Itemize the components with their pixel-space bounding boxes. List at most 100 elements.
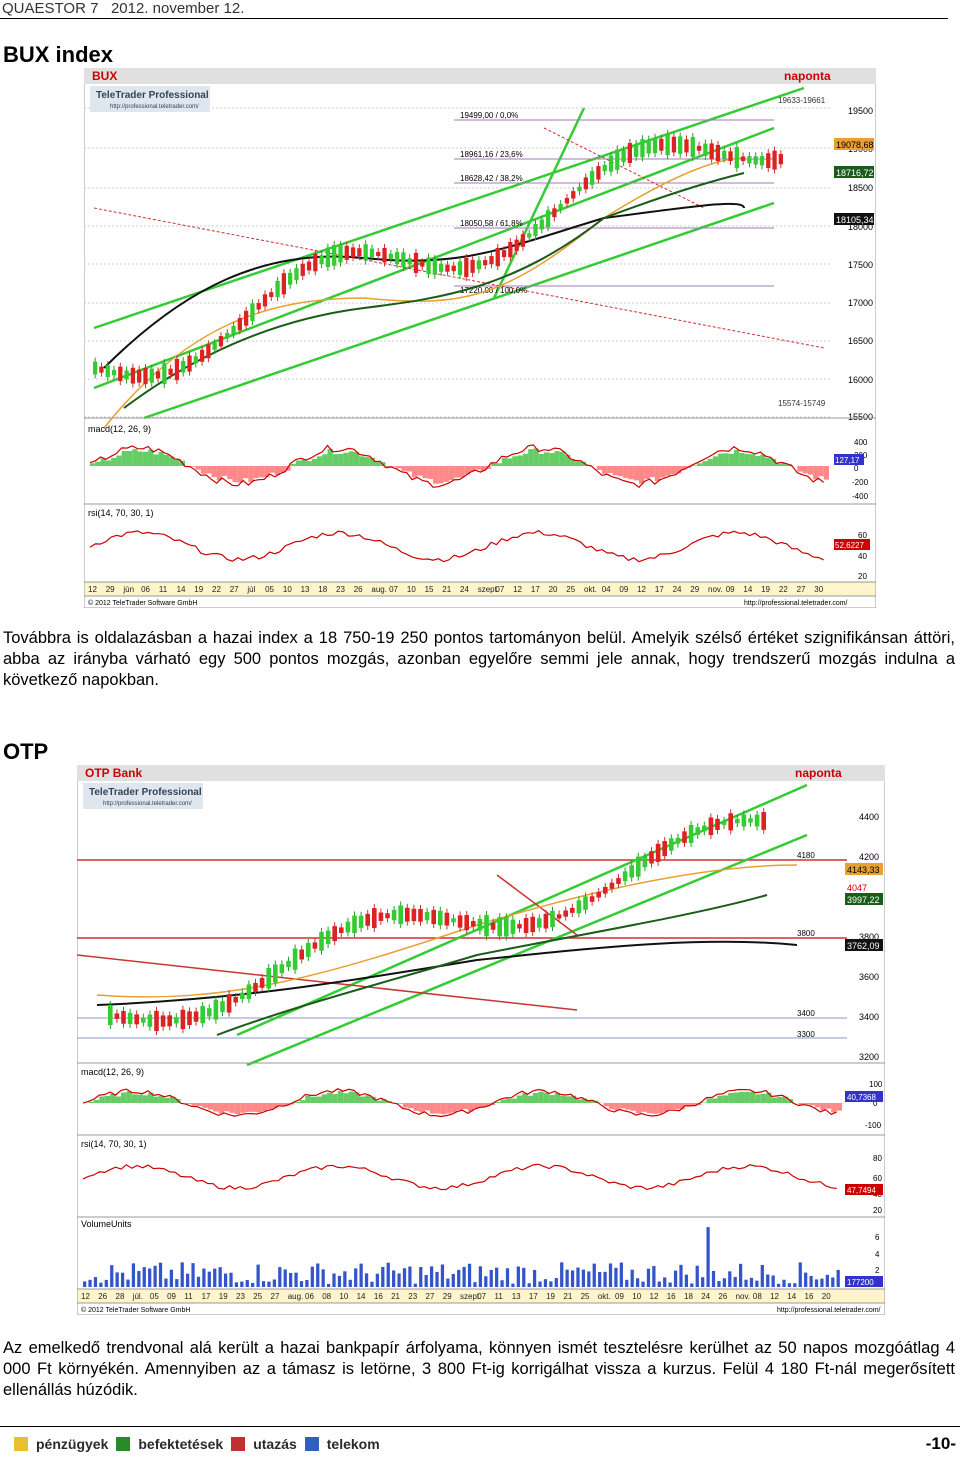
x-tick-label: 14 [357,1292,366,1301]
candle [207,1008,212,1017]
volume-bar [392,1270,396,1287]
volume-bar [240,1281,244,1287]
x-tick-label: 24 [673,585,682,594]
macd-bar [507,458,513,466]
volume-bar [619,1262,623,1287]
candle [300,263,305,276]
macd-bar [722,1095,729,1103]
volume-bar [527,1283,531,1287]
macd-bar [191,1103,197,1106]
page-header: QUAESTOR 7 2012. november 12. [2,0,244,17]
bux-brand-url: http://professional.teletrader.com/ [110,104,199,110]
bux-fib-1: 18961,16 / 23,6% [460,150,523,159]
candle [596,892,601,898]
candle [778,154,783,165]
volume-bar [755,1280,759,1287]
volume-bar [267,1281,271,1287]
macd-bar [565,454,571,466]
x-tick-label: szept. [460,1292,481,1301]
candle [608,155,614,172]
macd-bar [401,466,407,471]
volume-bar [375,1273,380,1287]
x-tick-label: 21 [391,1292,400,1301]
candle [378,912,384,921]
macd-bar [240,1103,246,1113]
volume-bar [641,1281,645,1287]
macd-bar [528,449,534,466]
bux-macd-tick: -200 [852,478,869,487]
bux-xaxis: 12 29 jún 06 11 14 19 22 27 júl 05 10 13 18 23 26 aug. 07… [88,585,824,594]
x-tick-label: aug. [371,585,387,594]
candle [401,252,406,267]
candle [728,813,733,831]
macd-bar [570,1095,577,1103]
otp-rsi-tick: 60 [873,1174,882,1183]
macd-bar [809,1103,815,1106]
volume-bar [587,1271,591,1287]
candle [266,967,271,989]
volume-bar [782,1279,786,1287]
candle [621,149,626,163]
x-tick-label: 10 [407,585,416,594]
bux-fib-3: 18050,58 / 61,8% [460,219,523,228]
volume-bar [804,1272,808,1287]
macd-bar [116,455,122,466]
candle [576,900,582,914]
candle [225,333,230,339]
macd-bar [234,1103,241,1115]
candle [603,886,608,894]
candle [118,366,123,382]
macd-bar [663,1103,669,1112]
macd-bar [153,454,159,466]
otp-volume-panel [83,1227,840,1287]
candle [358,915,364,928]
candle [262,294,268,307]
candle [530,916,535,933]
macd-bar [163,454,170,466]
volume-bar [652,1266,656,1287]
otp-period: naponta [795,766,842,780]
candle [537,918,542,928]
candle [659,138,664,151]
candle [292,948,298,970]
macd-bar [221,466,228,476]
volume-bar [359,1263,363,1287]
otp-xaxis: 12 26 28 júl. 05 09 11 17 19 23 25 27 aug. 06 08 10 14 16… [81,1292,831,1301]
macd-bar [272,1103,279,1109]
macd-bar [261,1103,268,1112]
volume-bar [505,1268,510,1287]
volume-bar [766,1274,770,1287]
macd-bar [702,461,708,466]
macd-bar [744,1091,750,1103]
otp-tag-1: 4047 [847,883,867,893]
macd-bar [733,449,740,466]
x-tick-label: 13 [301,585,310,594]
macd-bar [369,457,376,466]
macd-bar [332,454,339,466]
volume-bar [180,1262,184,1287]
candle [385,913,390,919]
candle [114,1013,120,1019]
otp-ticker: OTP Bank [85,766,142,780]
candle [149,368,154,383]
volume-bar [424,1274,428,1287]
macd-bar [549,453,555,466]
macd-bar [625,1103,631,1110]
macd-bar [137,451,143,466]
macd-bar [95,461,101,466]
macd-bar [158,451,164,466]
macd-bar [381,1098,387,1103]
otp-macd-axis: 100 0 -100 [865,1080,883,1130]
x-tick-label: 05 [150,1292,159,1301]
macd-bar [575,461,581,466]
otp-level-2: 3400 [797,1009,815,1018]
macd-bar [406,466,412,472]
otp-level-1: 3800 [797,929,815,938]
volume-bar [207,1271,211,1287]
macd-bar [213,1103,219,1112]
macd-bar [665,466,671,476]
bux-macd-tick: 400 [854,438,868,447]
candle [319,931,324,951]
volume-bar [776,1283,781,1287]
macd-bar [142,451,149,466]
